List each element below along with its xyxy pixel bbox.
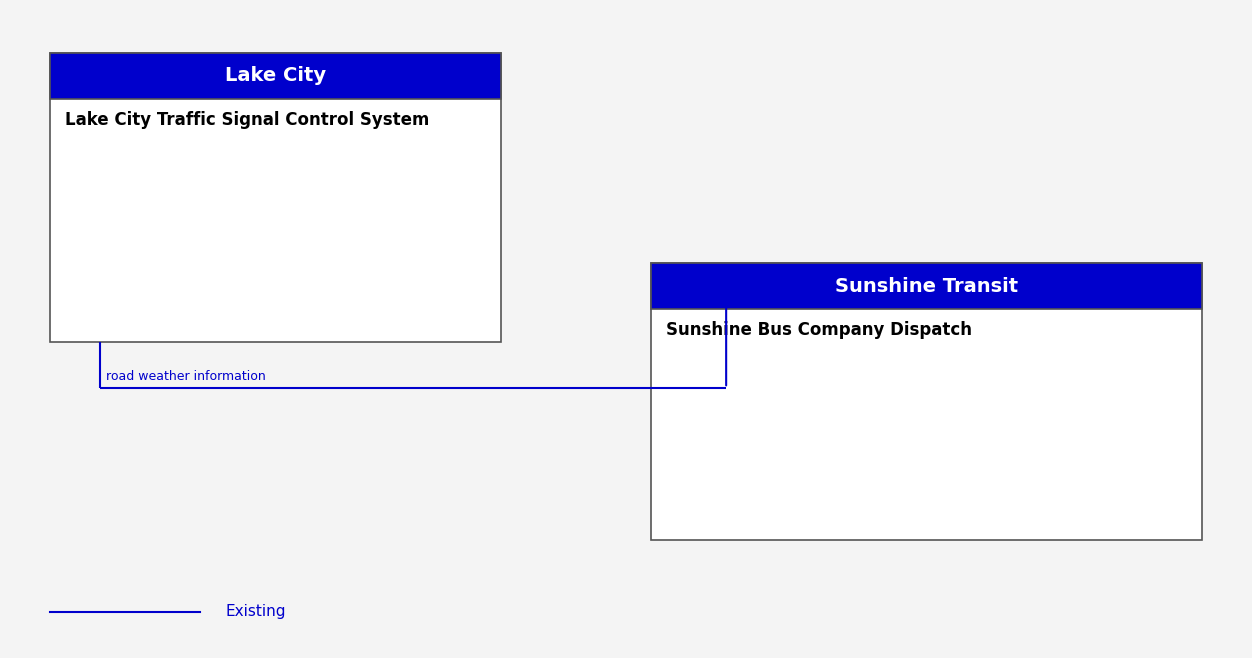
Text: Lake City Traffic Signal Control System: Lake City Traffic Signal Control System <box>65 111 429 128</box>
Bar <box>50 53 501 99</box>
Bar <box>651 263 1202 540</box>
Text: Lake City: Lake City <box>225 66 326 85</box>
Bar <box>651 263 1202 309</box>
Bar <box>50 53 501 342</box>
Text: Sunshine Bus Company Dispatch: Sunshine Bus Company Dispatch <box>666 321 972 339</box>
Text: Existing: Existing <box>225 605 285 619</box>
Text: road weather information: road weather information <box>106 370 267 383</box>
Text: Sunshine Transit: Sunshine Transit <box>835 277 1018 295</box>
Bar <box>651 263 1202 309</box>
Bar <box>50 53 501 99</box>
